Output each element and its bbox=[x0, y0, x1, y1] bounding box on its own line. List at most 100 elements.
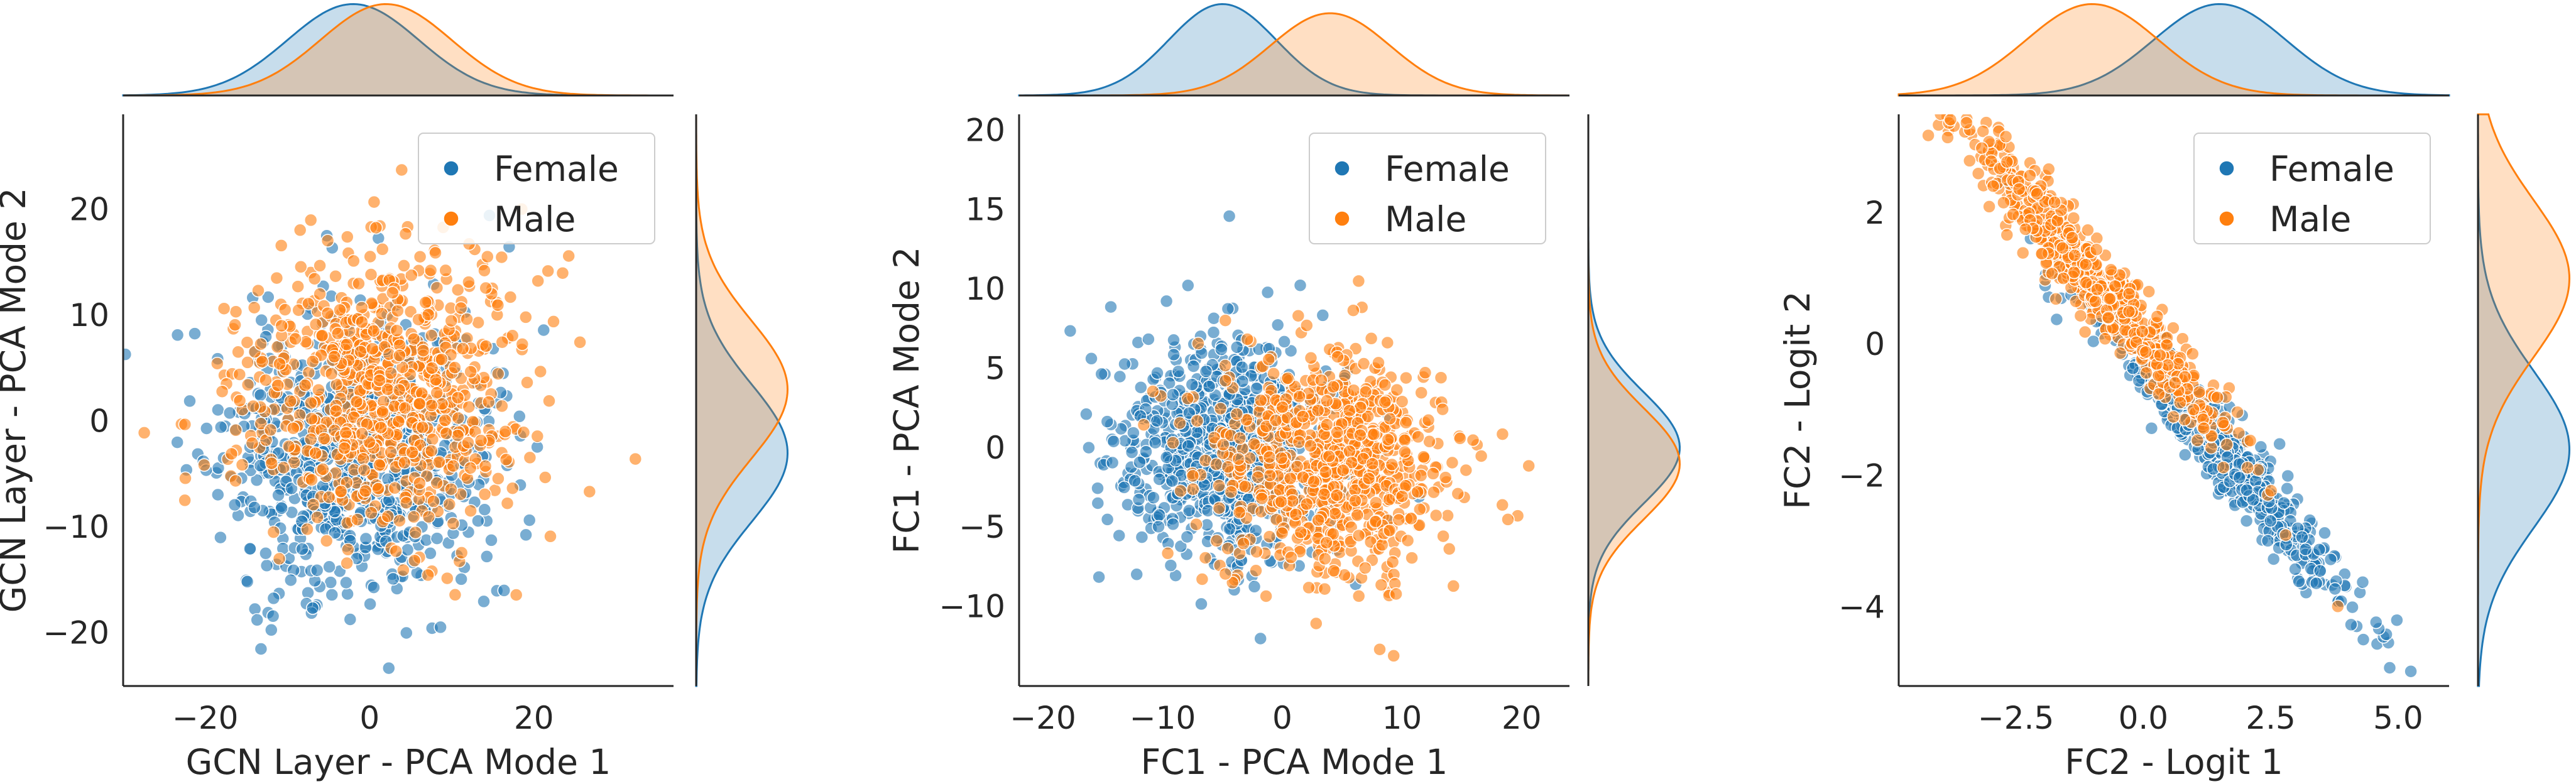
data-point bbox=[2344, 618, 2358, 632]
data-point bbox=[1399, 371, 1413, 385]
data-point bbox=[1364, 332, 1378, 346]
data-point bbox=[405, 445, 419, 459]
data-point bbox=[1150, 414, 1164, 428]
data-point bbox=[428, 373, 443, 387]
data-point bbox=[407, 510, 421, 524]
data-point bbox=[1173, 416, 1187, 430]
data-point bbox=[2356, 633, 2371, 646]
data-point bbox=[1182, 504, 1196, 518]
data-point bbox=[2280, 481, 2294, 496]
y-tick-label: −2 bbox=[1838, 457, 1885, 494]
data-point bbox=[1319, 465, 1333, 479]
data-point bbox=[1238, 479, 1252, 494]
y-axis-label: GCN Layer - PCA Mode 2 bbox=[0, 188, 33, 613]
data-point bbox=[541, 264, 555, 278]
legend-label-male: Male bbox=[1385, 199, 1466, 239]
data-point bbox=[1327, 564, 1341, 578]
data-point bbox=[2382, 661, 2397, 675]
data-point bbox=[1236, 536, 1250, 550]
data-point bbox=[1262, 530, 1277, 543]
data-point bbox=[2263, 514, 2278, 528]
data-point bbox=[1231, 452, 1246, 466]
data-point bbox=[2045, 266, 2059, 281]
data-point bbox=[1351, 528, 1366, 543]
data-point bbox=[312, 383, 325, 397]
data-point bbox=[1221, 460, 1235, 474]
data-point bbox=[1378, 378, 1392, 392]
legend-marker-female bbox=[1334, 160, 1350, 177]
data-point bbox=[1270, 318, 1285, 332]
data-point bbox=[2210, 390, 2224, 405]
data-point bbox=[305, 601, 320, 615]
data-point bbox=[1160, 547, 1175, 560]
x-tick-label: 2.5 bbox=[2246, 700, 2296, 736]
data-point bbox=[390, 324, 404, 337]
data-point bbox=[1277, 335, 1291, 349]
data-point bbox=[495, 335, 510, 349]
scatter-points bbox=[123, 163, 643, 675]
data-point bbox=[245, 436, 259, 450]
data-point bbox=[450, 428, 465, 442]
data-point bbox=[1199, 364, 1213, 378]
data-point bbox=[2232, 471, 2246, 485]
data-point bbox=[1318, 552, 1332, 566]
x-tick-label: −20 bbox=[1010, 700, 1076, 736]
data-point bbox=[482, 395, 496, 409]
data-point bbox=[354, 345, 368, 359]
data-point bbox=[2309, 576, 2323, 591]
data-point bbox=[243, 542, 257, 556]
data-point bbox=[1466, 433, 1480, 447]
data-point bbox=[2042, 162, 2056, 177]
data-point bbox=[451, 411, 466, 425]
data-point bbox=[355, 300, 369, 315]
x-tick-label: 20 bbox=[1502, 700, 1542, 736]
data-point bbox=[384, 366, 398, 380]
data-point bbox=[2113, 346, 2127, 360]
data-point bbox=[1369, 496, 1383, 510]
data-point bbox=[2090, 283, 2104, 297]
data-point bbox=[2190, 433, 2205, 447]
data-point bbox=[444, 313, 459, 328]
data-point bbox=[272, 552, 287, 566]
data-point bbox=[392, 383, 407, 397]
series-male bbox=[1137, 274, 1536, 663]
data-point bbox=[464, 364, 478, 379]
data-point bbox=[519, 528, 533, 542]
data-point bbox=[356, 452, 370, 466]
marginal-y-density bbox=[2477, 113, 2571, 687]
data-point bbox=[341, 230, 354, 244]
data-point bbox=[1267, 367, 1280, 381]
y-axis-label: FC2 - Logit 2 bbox=[1777, 291, 1818, 509]
data-point bbox=[1361, 410, 1375, 423]
data-point bbox=[1330, 425, 1344, 440]
data-point bbox=[293, 223, 307, 237]
data-point bbox=[2067, 265, 2081, 280]
data-point bbox=[2273, 437, 2286, 451]
data-point bbox=[310, 564, 324, 577]
data-point bbox=[271, 378, 285, 393]
data-point bbox=[373, 373, 386, 388]
data-point bbox=[328, 526, 342, 540]
data-point bbox=[1127, 426, 1140, 440]
data-point bbox=[265, 623, 278, 637]
data-point bbox=[1398, 433, 1412, 447]
data-point bbox=[422, 510, 436, 524]
data-point bbox=[430, 531, 444, 545]
x-tick-label: 0 bbox=[1272, 700, 1292, 736]
y-tick-label: 10 bbox=[965, 271, 1005, 307]
data-point bbox=[337, 441, 351, 455]
data-point bbox=[477, 594, 491, 609]
data-point bbox=[1269, 413, 1283, 428]
data-point bbox=[1171, 364, 1186, 379]
data-point bbox=[407, 332, 421, 346]
data-point bbox=[347, 254, 361, 268]
data-point bbox=[1235, 360, 1249, 374]
data-point bbox=[2266, 552, 2281, 566]
data-point bbox=[1999, 129, 2013, 144]
data-point bbox=[292, 303, 305, 317]
data-point bbox=[408, 525, 423, 540]
data-point bbox=[479, 339, 493, 353]
data-point bbox=[424, 444, 439, 458]
data-point bbox=[1438, 471, 1453, 484]
